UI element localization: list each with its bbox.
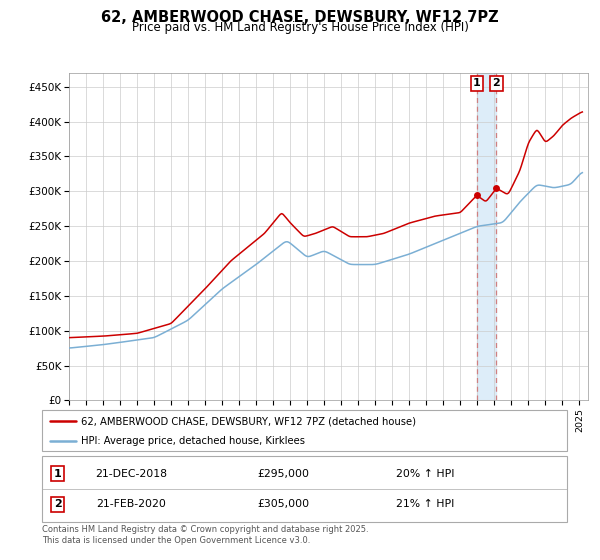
Text: 21% ↑ HPI: 21% ↑ HPI xyxy=(396,499,454,509)
Text: £295,000: £295,000 xyxy=(257,469,310,479)
Text: 62, AMBERWOOD CHASE, DEWSBURY, WF12 7PZ (detached house): 62, AMBERWOOD CHASE, DEWSBURY, WF12 7PZ … xyxy=(82,417,416,426)
Text: HPI: Average price, detached house, Kirklees: HPI: Average price, detached house, Kirk… xyxy=(82,436,305,446)
Text: Price paid vs. HM Land Registry's House Price Index (HPI): Price paid vs. HM Land Registry's House … xyxy=(131,21,469,34)
Text: 1: 1 xyxy=(473,78,481,88)
Text: 62, AMBERWOOD CHASE, DEWSBURY, WF12 7PZ: 62, AMBERWOOD CHASE, DEWSBURY, WF12 7PZ xyxy=(101,10,499,25)
Text: 21-FEB-2020: 21-FEB-2020 xyxy=(97,499,166,509)
Text: 21-DEC-2018: 21-DEC-2018 xyxy=(95,469,167,479)
Text: 2: 2 xyxy=(493,78,500,88)
FancyBboxPatch shape xyxy=(42,456,567,522)
Text: 20% ↑ HPI: 20% ↑ HPI xyxy=(396,469,455,479)
Text: £305,000: £305,000 xyxy=(257,499,310,509)
Text: 1: 1 xyxy=(54,469,62,479)
FancyBboxPatch shape xyxy=(42,410,567,451)
Text: Contains HM Land Registry data © Crown copyright and database right 2025.
This d: Contains HM Land Registry data © Crown c… xyxy=(42,525,368,545)
Bar xyxy=(477,73,496,400)
Text: 2: 2 xyxy=(54,499,62,509)
